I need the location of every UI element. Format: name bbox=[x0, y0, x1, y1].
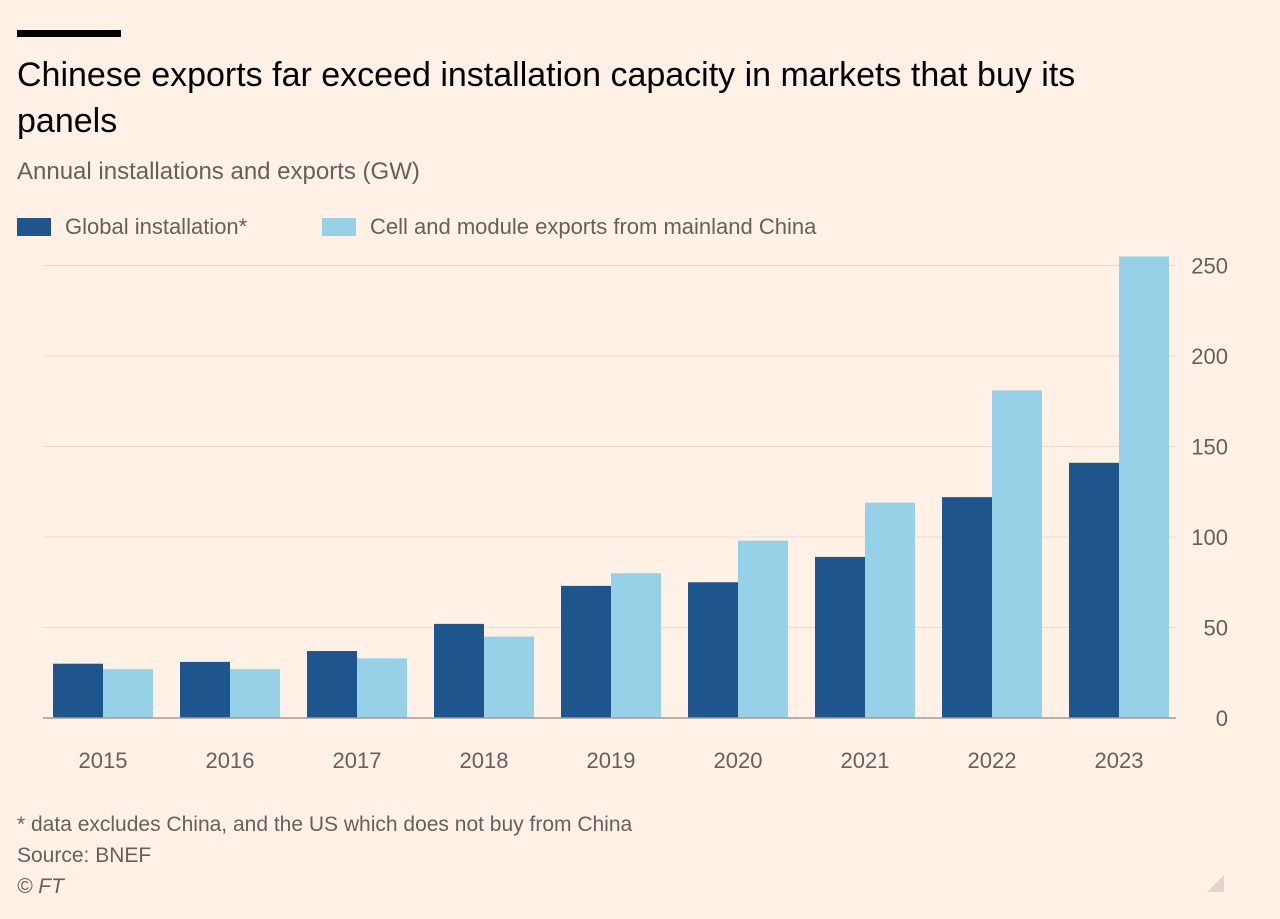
legend-swatch-global bbox=[17, 218, 51, 236]
bar-exports-2018 bbox=[484, 636, 534, 718]
x-tick-label: 2018 bbox=[460, 748, 509, 773]
bar-exports-2021 bbox=[865, 502, 915, 718]
source-note: Source: BNEF bbox=[17, 844, 152, 867]
x-tick-label: 2015 bbox=[79, 748, 128, 773]
bar-global-installation-2017 bbox=[307, 651, 357, 718]
copyright: © FT bbox=[17, 875, 64, 898]
bar-global-installation-2022 bbox=[942, 497, 992, 718]
bar-global-installation-2018 bbox=[434, 623, 484, 718]
bar-chart: 0 50 100 150 200 250 2015 2016 2017 2018 2019 2020 2… bbox=[43, 254, 1228, 773]
x-tick-label: 2022 bbox=[968, 748, 1017, 773]
legend-label-global: Global installation* bbox=[65, 214, 248, 239]
footnote: * data excludes China, and the US which … bbox=[17, 813, 633, 836]
bar-global-installation-2020 bbox=[688, 582, 738, 718]
x-tick-label: 2019 bbox=[587, 748, 636, 773]
bar-exports-2019 bbox=[611, 573, 661, 718]
chart-title: Chinese exports far exceed installation … bbox=[17, 56, 1076, 140]
bar-global-installation-2021 bbox=[815, 556, 865, 718]
bar-exports-2023 bbox=[1119, 256, 1169, 718]
y-tick-label: 0 bbox=[1216, 706, 1228, 731]
bar-global-installation-2023 bbox=[1069, 462, 1119, 718]
legend-item-global-installation: Global installation* bbox=[17, 214, 247, 240]
legend-swatch-exports bbox=[322, 218, 356, 236]
legend-label-exports: Cell and module exports from mainland Ch… bbox=[370, 214, 817, 239]
top-rule bbox=[17, 30, 121, 37]
y-tick-label: 250 bbox=[1191, 254, 1228, 279]
x-tick-label: 2016 bbox=[206, 748, 255, 773]
resize-handle-icon[interactable] bbox=[1207, 875, 1224, 892]
y-tick-label: 100 bbox=[1191, 525, 1228, 550]
bar-global-installation-2016 bbox=[180, 661, 230, 718]
x-tick-label: 2020 bbox=[714, 748, 763, 773]
y-tick-label: 200 bbox=[1191, 344, 1228, 369]
bar-exports-2022 bbox=[992, 390, 1042, 718]
y-tick-label: 50 bbox=[1204, 616, 1228, 641]
bar-global-installation-2015 bbox=[53, 663, 103, 718]
bar-global-installation-2019 bbox=[561, 585, 611, 718]
y-tick-label: 150 bbox=[1191, 435, 1228, 460]
bar-exports-2020 bbox=[738, 540, 788, 718]
chart-subtitle: Annual installations and exports (GW) bbox=[17, 158, 420, 185]
bar-exports-2016 bbox=[230, 669, 280, 718]
x-tick-label: 2023 bbox=[1095, 748, 1144, 773]
bar-exports-2015 bbox=[103, 669, 153, 718]
x-tick-label: 2021 bbox=[841, 748, 890, 773]
legend-item-exports: Cell and module exports from mainland Ch… bbox=[322, 214, 816, 240]
bar-exports-2017 bbox=[357, 658, 407, 718]
x-tick-label: 2017 bbox=[333, 748, 382, 773]
